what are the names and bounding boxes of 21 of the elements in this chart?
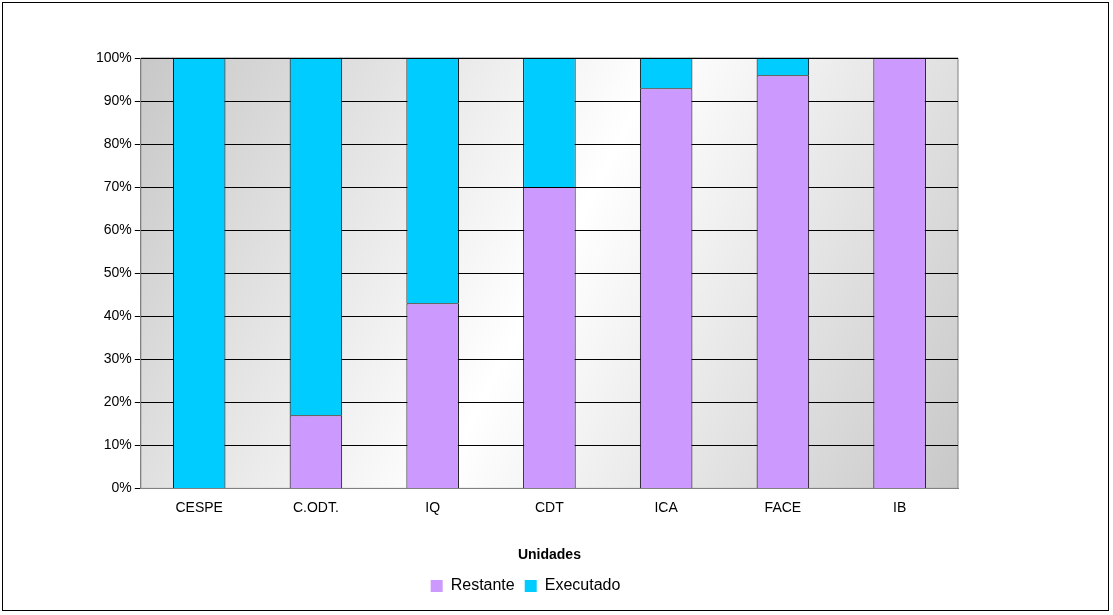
x-tick-label: FACE <box>764 498 802 515</box>
y-tick-label: 100% <box>95 48 132 65</box>
y-tick-label: 0% <box>111 479 132 496</box>
y-tick-label: 20% <box>103 393 132 410</box>
x-tick-label: IQ <box>425 498 441 515</box>
y-tick-label: 60% <box>103 221 132 238</box>
legend-label: Restante <box>450 576 515 594</box>
legend-label: Executado <box>544 576 621 594</box>
x-tick-label: C.ODT. <box>292 498 339 515</box>
y-tick-label: 40% <box>103 307 132 324</box>
y-tick-label: 70% <box>103 177 132 194</box>
y-tick-label: 30% <box>103 350 132 367</box>
x-tick-label: IB <box>893 498 907 515</box>
y-tick-label: 50% <box>103 264 132 281</box>
x-tick-label: CESPE <box>175 498 223 515</box>
x-axis-title: Unidades <box>517 546 582 563</box>
x-tick-label: ICA <box>654 498 679 515</box>
y-tick-label: 10% <box>103 436 132 453</box>
x-tick-label: CDT <box>535 498 565 515</box>
y-tick-label: 90% <box>103 91 132 108</box>
y-tick-label: 80% <box>103 134 132 151</box>
